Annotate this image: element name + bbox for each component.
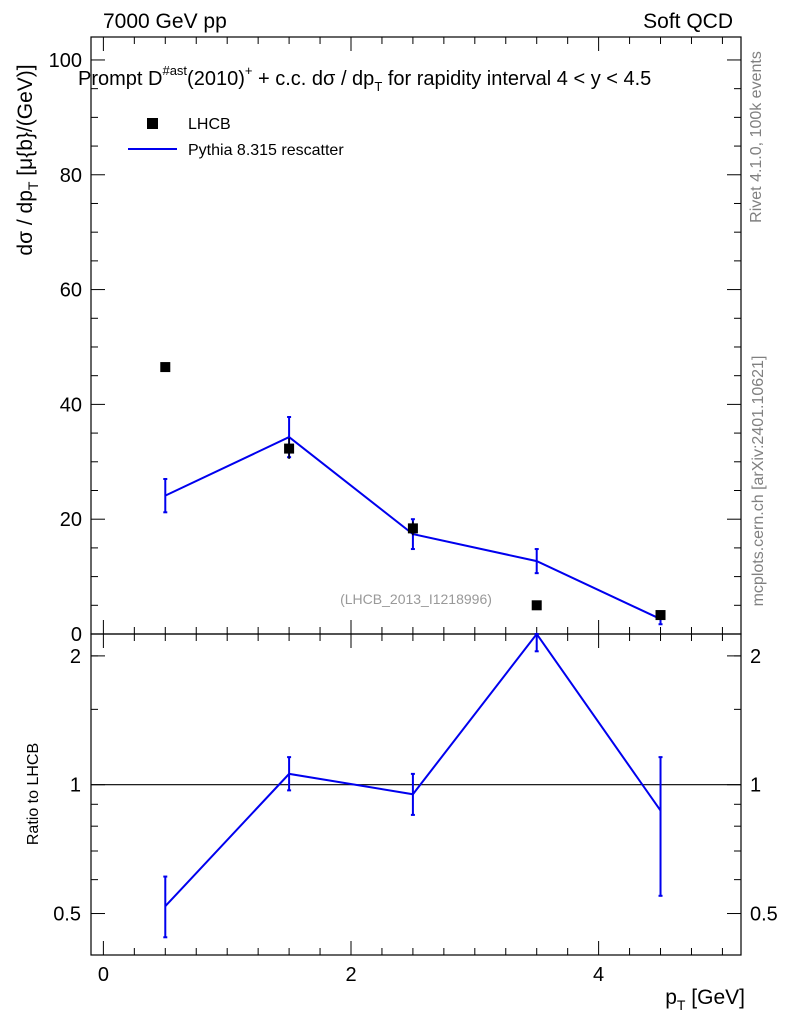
main-y-tick-label: 100 bbox=[49, 50, 82, 72]
data-point bbox=[655, 610, 666, 621]
legend-data-marker bbox=[147, 118, 158, 129]
ratio-x-tick-label: 4 bbox=[593, 964, 604, 986]
legend-mc-label: Pythia 8.315 rescatter bbox=[188, 142, 344, 159]
ratio-y-tick-label-right: 1 bbox=[750, 775, 761, 797]
mcplots-label: mcplots.cern.ch [arXiv:2401.10621] bbox=[750, 356, 767, 607]
ratio-y-axis-label: Ratio to LHCB bbox=[25, 743, 42, 845]
ratio-y-tick-label-right: 2 bbox=[750, 646, 761, 668]
data-marks bbox=[91, 362, 741, 939]
ratio-x-tick-label: 0 bbox=[98, 964, 109, 986]
ratio-y-tick-label-right: 0.5 bbox=[750, 904, 778, 926]
rivet-version-label: Rivet 4.1.0, 100k events bbox=[748, 51, 765, 223]
header-energy: 7000 GeV pp bbox=[103, 10, 227, 33]
data-point bbox=[284, 443, 295, 454]
main-y-tick-label: 20 bbox=[60, 509, 82, 531]
ratio-panel-frame bbox=[90, 633, 742, 956]
ratio-y-tick-label: 0.5 bbox=[53, 904, 81, 926]
data-point bbox=[531, 600, 542, 611]
legend-data-label: LHCB bbox=[188, 116, 231, 133]
main-y-tick-label: 80 bbox=[60, 165, 82, 187]
analysis-id: (LHCB_2013_I1218996) bbox=[340, 591, 492, 607]
plot-title: Prompt D#ast(2010)+ + c.c. dσ / dpT for … bbox=[78, 63, 651, 94]
data-point bbox=[160, 362, 171, 373]
main-y-tick-label: 40 bbox=[60, 394, 82, 416]
main-y-axis-label: dσ / dpT [μ{b}/(GeV)] bbox=[14, 64, 41, 255]
main-y-tick-label: 0 bbox=[71, 624, 82, 646]
ratio-series-line bbox=[164, 632, 662, 907]
ratio-x-tick-label: 2 bbox=[345, 964, 356, 986]
ratio-y-tick-label: 1 bbox=[70, 775, 81, 797]
main-y-tick-label: 60 bbox=[60, 280, 82, 302]
x-axis-label: pT [GeV] bbox=[665, 986, 745, 1013]
header-process: Soft QCD bbox=[643, 10, 733, 33]
data-point bbox=[407, 523, 418, 534]
ratio-y-tick-label: 2 bbox=[70, 646, 81, 668]
